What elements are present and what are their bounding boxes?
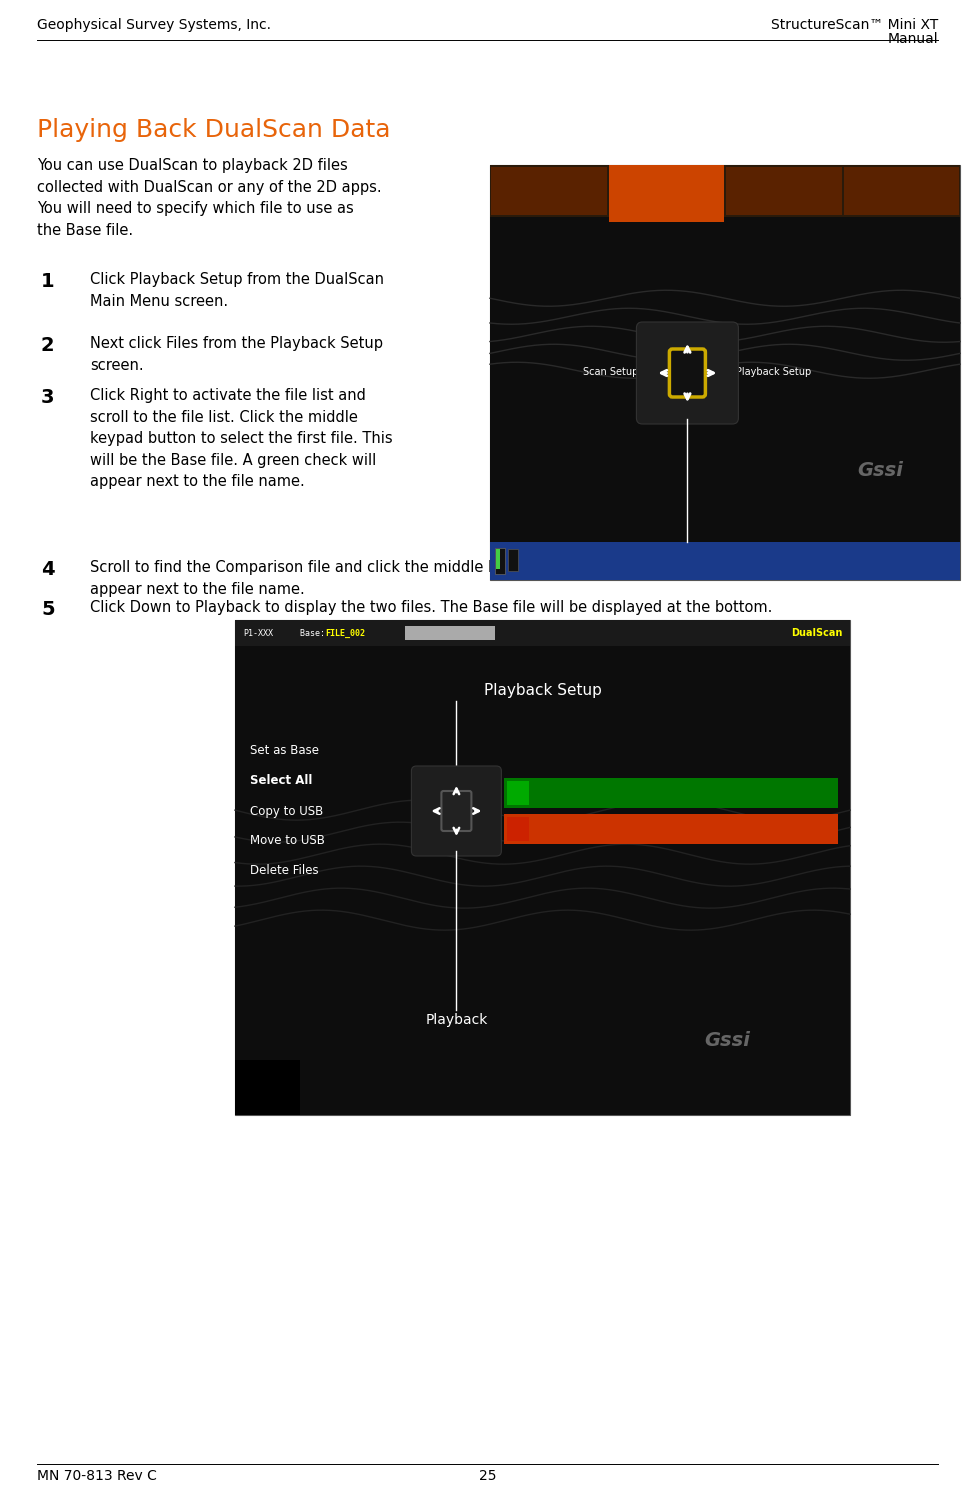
Text: Click Playback Setup from the DualScan
Main Menu screen.: Click Playback Setup from the DualScan M…	[90, 272, 384, 308]
FancyBboxPatch shape	[411, 766, 501, 856]
Text: ScanEZ: ScanEZ	[762, 183, 804, 194]
Text: Scroll to find the Comparison file and click the middle keypad button to select : Scroll to find the Comparison file and c…	[90, 559, 817, 597]
Text: 5: 5	[41, 600, 55, 620]
Text: Next click Files from the Playback Setup
screen.: Next click Files from the Playback Setup…	[90, 335, 383, 373]
Bar	[504, 814, 838, 844]
Text: Select All: Select All	[250, 775, 312, 788]
Text: Delete Files: Delete Files	[250, 865, 319, 877]
Text: Set as Base: Set as Base	[250, 744, 319, 758]
Text: FILE_002  1MB    2016/11/8 10:49: FILE_002 1MB 2016/11/8 10:49	[536, 788, 709, 797]
Text: — Playback Setup: — Playback Setup	[723, 367, 811, 378]
FancyBboxPatch shape	[670, 349, 705, 397]
Bar	[495, 547, 505, 575]
Text: Copy to USB: Copy to USB	[250, 805, 324, 818]
Text: Geophysical Survey Systems, Inc.: Geophysical Survey Systems, Inc.	[37, 18, 271, 32]
Text: Base:: Base:	[300, 629, 330, 638]
Text: Manual: Manual	[887, 32, 938, 47]
Text: FILE_002: FILE_002	[325, 629, 365, 638]
Text: 1: 1	[41, 272, 55, 290]
FancyBboxPatch shape	[637, 322, 738, 424]
Text: StructureScan™ Mini XT: StructureScan™ Mini XT	[771, 18, 938, 32]
Bar	[504, 778, 838, 808]
Text: ScanMax: ScanMax	[877, 183, 926, 194]
Text: ✓: ✓	[513, 823, 524, 836]
Text: 001
Scan Density: 001 Scan Density	[822, 555, 863, 567]
Bar	[490, 541, 960, 581]
Text: ✓: ✓	[513, 787, 524, 800]
FancyBboxPatch shape	[442, 791, 471, 832]
Text: Playing Back DualScan Data: Playing Back DualScan Data	[37, 117, 391, 141]
Text: You can use DualScan to playback 2D files
collected with DualScan or any of the : You can use DualScan to playback 2D file…	[37, 158, 381, 238]
Text: DualScan: DualScan	[791, 629, 842, 638]
Text: Click Down to Playback to display the two files. The Base file will be displayed: Click Down to Playback to display the tw…	[90, 600, 772, 615]
Text: Calibrate
Antenna: Calibrate Antenna	[672, 555, 700, 567]
Bar	[508, 549, 518, 572]
Text: 3: 3	[41, 388, 55, 408]
Text: 2: 2	[41, 335, 55, 355]
Bar	[490, 165, 960, 581]
Text: Gssi: Gssi	[857, 462, 903, 480]
Text: Version
Control: Version Control	[518, 555, 541, 567]
Bar	[491, 167, 606, 215]
Text: Playback: Playback	[425, 1014, 488, 1027]
Bar	[235, 1060, 300, 1114]
Text: FILE_003  1MB    2016/11/8 10:49: FILE_003 1MB 2016/11/8 10:49	[536, 824, 709, 833]
Text: 3D: 3D	[541, 183, 557, 194]
Bar	[405, 626, 495, 641]
Bar	[507, 781, 529, 805]
Bar	[843, 167, 959, 215]
Text: Scan Setup —: Scan Setup —	[583, 367, 651, 378]
Bar	[608, 165, 724, 223]
Text: 4: 4	[41, 559, 55, 579]
Bar	[726, 167, 841, 215]
Text: Gssi: Gssi	[704, 1030, 750, 1050]
Text: MN 70-813 Rev C: MN 70-813 Rev C	[37, 1469, 157, 1483]
Bar	[507, 817, 529, 841]
Text: Normal
Sele
Lan: Normal Sele Lan	[910, 552, 932, 570]
Text: Click Right to activate the file list and
scroll to the file list. Click the mid: Click Right to activate the file list an…	[90, 388, 393, 489]
Bar	[490, 217, 960, 541]
Text: P1-XXX: P1-XXX	[243, 629, 273, 638]
Text: Playback Setup: Playback Setup	[484, 683, 602, 698]
Text: Project: Project	[754, 558, 775, 564]
Text: —: —	[412, 808, 423, 818]
Text: 25: 25	[479, 1469, 496, 1483]
Text: Move to USB: Move to USB	[250, 835, 325, 847]
Bar	[235, 620, 850, 647]
Bar	[235, 620, 850, 1114]
Bar	[235, 647, 850, 1114]
Text: DualScan: DualScan	[637, 183, 695, 194]
Bar	[496, 549, 500, 570]
Bar	[490, 165, 960, 217]
